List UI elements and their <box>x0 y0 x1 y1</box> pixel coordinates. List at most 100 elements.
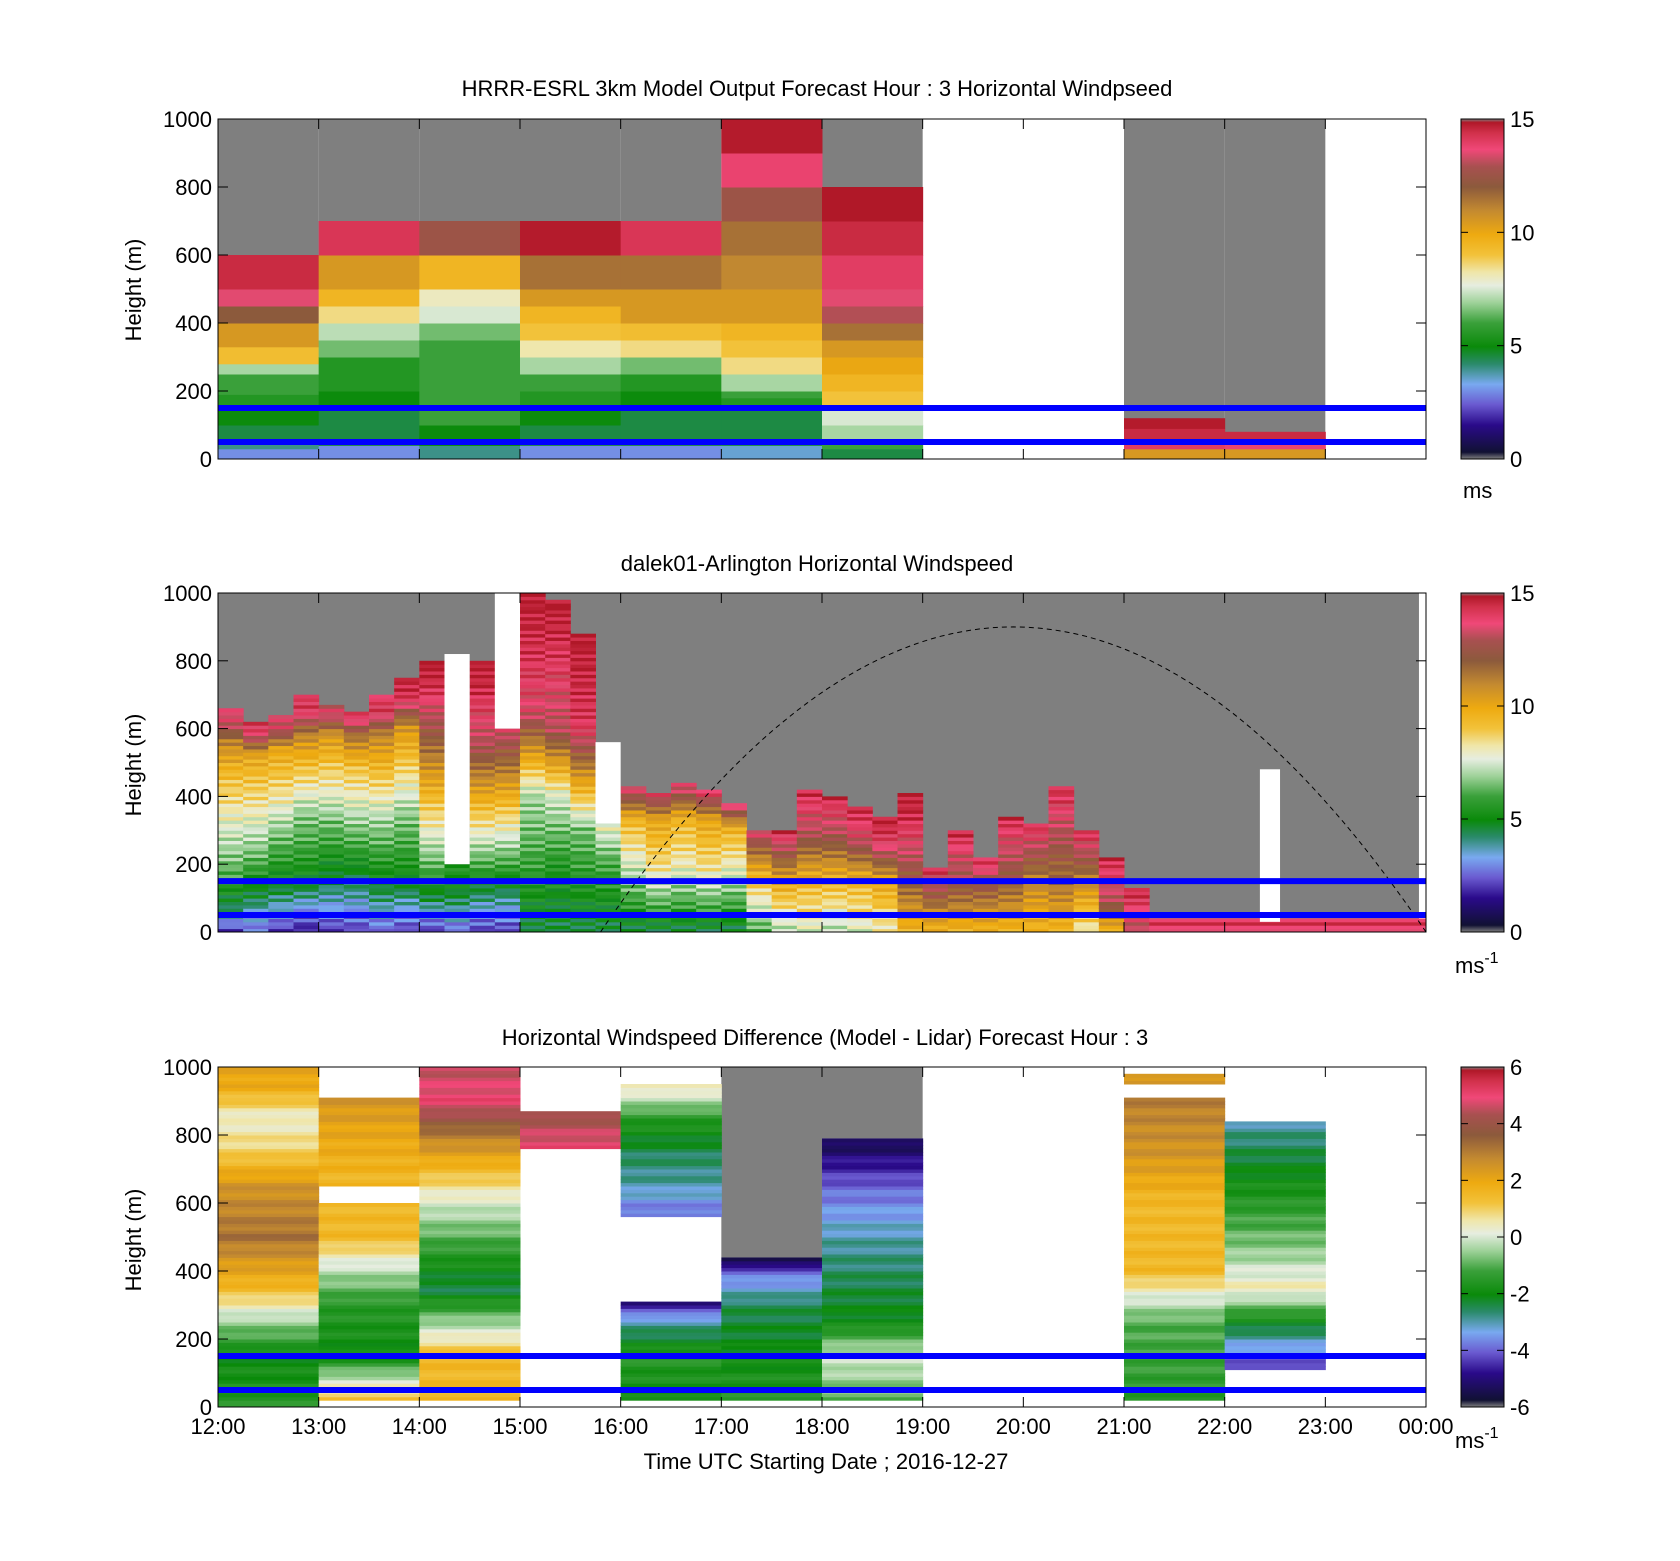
heatmap-cell <box>218 735 244 740</box>
heatmap-cell <box>922 874 949 879</box>
heatmap-cell <box>1124 1206 1226 1211</box>
heatmap-cell <box>494 742 521 747</box>
heatmap-cell <box>218 898 244 902</box>
heatmap-cell <box>469 799 496 804</box>
heatmap-cell <box>394 687 420 692</box>
heatmap-cell <box>897 874 924 879</box>
heatmap-cell <box>922 891 949 896</box>
heatmap-cell <box>570 925 596 930</box>
y-tick-label: 600 <box>175 1191 212 1216</box>
heatmap-cell <box>243 769 269 774</box>
heatmap-cell <box>671 796 697 801</box>
heatmap-cell <box>343 765 370 770</box>
heatmap-cell <box>897 898 924 902</box>
heatmap-cell <box>822 1247 924 1252</box>
heatmap-cell <box>520 857 546 862</box>
heatmap-cell <box>822 833 848 838</box>
heatmap-cell <box>419 1325 521 1330</box>
heatmap-cell <box>620 1335 722 1340</box>
heatmap-cell <box>570 670 596 675</box>
heatmap-cell <box>545 630 571 635</box>
heatmap-cell <box>771 843 798 848</box>
heatmap-cell <box>998 901 1024 906</box>
heatmap-cell <box>520 874 546 879</box>
heatmap-cell <box>620 928 647 933</box>
heatmap-cell <box>872 837 898 841</box>
heatmap-cell <box>796 860 823 865</box>
heatmap-cell <box>469 660 496 665</box>
heatmap-cell <box>520 637 546 641</box>
heatmap-cell <box>218 803 244 808</box>
heatmap-cell <box>822 809 848 814</box>
heatmap-cell <box>419 1107 521 1112</box>
heatmap-cell <box>696 809 722 814</box>
heatmap-cell <box>268 847 294 852</box>
heatmap-cell <box>494 823 521 828</box>
heatmap-cell <box>1224 1206 1326 1211</box>
heatmap-cell <box>947 857 974 862</box>
heatmap-cell <box>419 1335 521 1340</box>
heatmap-cell <box>243 728 269 733</box>
heatmap-cell <box>645 908 672 913</box>
heatmap-cell <box>1124 1199 1226 1204</box>
heatmap-cell <box>721 1277 823 1282</box>
heatmap-cell <box>947 850 974 855</box>
heatmap-cell <box>1048 826 1075 831</box>
heatmap-cell <box>1023 874 1049 879</box>
heatmap-cell <box>570 742 596 747</box>
heatmap-cell <box>343 759 370 763</box>
heatmap-cell <box>369 715 395 719</box>
heatmap-cell <box>872 894 898 899</box>
heatmap-cell <box>293 901 320 906</box>
heatmap-cell <box>218 1077 320 1082</box>
heatmap-cell <box>520 691 546 696</box>
heatmap-cell <box>369 735 395 740</box>
heatmap-cell <box>897 840 924 845</box>
heatmap-cell <box>394 820 420 825</box>
heatmap-cell <box>1124 1128 1226 1133</box>
heatmap-cell <box>419 677 445 682</box>
heatmap-cell <box>218 813 244 818</box>
heatmap-cell <box>318 796 345 801</box>
heatmap-cell <box>1073 867 1100 872</box>
heatmap-cell <box>318 826 345 831</box>
heatmap-cell <box>318 1179 420 1184</box>
heatmap-cell <box>721 1318 823 1323</box>
heatmap-cell <box>268 803 294 808</box>
heatmap-cell <box>545 745 571 750</box>
heatmap-cell <box>721 860 747 865</box>
heatmap-cell <box>545 640 571 645</box>
heatmap-cell <box>419 1192 521 1197</box>
heatmap-cell <box>343 813 370 818</box>
heatmap-cell <box>822 1393 924 1398</box>
heatmap-cell <box>1124 1111 1226 1116</box>
heatmap-cell <box>394 694 420 699</box>
heatmap-cell <box>419 870 445 875</box>
heatmap-cell <box>469 850 496 855</box>
heatmap-cell <box>318 1396 420 1401</box>
heatmap-cell <box>796 813 823 818</box>
heatmap-cell <box>570 874 596 879</box>
heatmap-cell <box>1224 1362 1326 1367</box>
heatmap-cell <box>897 891 924 896</box>
heatmap-cell <box>1224 1281 1326 1286</box>
heatmap-cell <box>1124 1169 1226 1173</box>
heatmap-cell <box>218 323 320 348</box>
heatmap-cell <box>343 830 370 835</box>
heatmap-cell <box>721 826 747 831</box>
heatmap-cell <box>570 715 596 719</box>
heatmap-cell <box>947 887 974 892</box>
heatmap-cell <box>419 782 445 787</box>
heatmap-cell <box>620 793 647 797</box>
heatmap-cell <box>520 654 546 658</box>
heatmap-cell <box>419 1311 521 1316</box>
heatmap-cell <box>570 840 596 845</box>
heatmap-cell <box>469 725 496 730</box>
heatmap-cell <box>696 925 722 930</box>
heatmap-cell <box>218 1182 320 1187</box>
heatmap-cell <box>318 1328 420 1333</box>
heatmap-cell <box>394 755 420 760</box>
heatmap-cell <box>1098 925 1125 930</box>
heatmap-cell <box>318 1107 420 1112</box>
heatmap-cell <box>796 826 823 831</box>
